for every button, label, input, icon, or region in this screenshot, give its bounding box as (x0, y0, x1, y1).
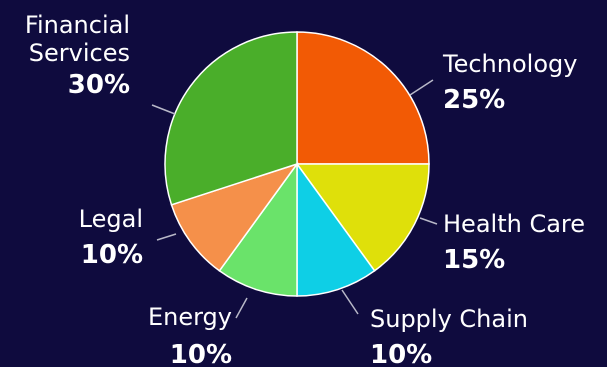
pie-slice-financial-services (164, 31, 298, 206)
pie-slices (164, 31, 430, 297)
slice-value-health-care: 15% (443, 245, 505, 275)
slice-value-supply-chain: 10% (370, 340, 432, 367)
leader-line-legal (156, 233, 177, 241)
slice-label-energy: Energy (148, 303, 232, 331)
slice-value-financial-services: 30% (68, 70, 130, 100)
slice-label-legal: Legal (79, 205, 143, 233)
leader-line-energy (235, 297, 248, 319)
pie-slice-supply-chain (296, 161, 376, 297)
slice-labels: Technology 25% Health Care 15% Supply Chain 1… (25, 11, 585, 367)
leader-lines (151, 79, 438, 319)
slice-value-legal: 10% (81, 240, 143, 270)
slice-label-health-care: Health Care (443, 210, 585, 238)
slice-label-financial-services-line-1: Financial (25, 11, 130, 39)
leader-line-health-care (419, 217, 438, 225)
pie-slice-energy (218, 161, 298, 297)
slice-label-financial-services-line-2: Services (29, 39, 130, 67)
pie-slice-health-care (295, 163, 430, 272)
leader-line-technology (409, 79, 434, 96)
slice-label-technology: Technology (442, 50, 577, 78)
leader-line-supply-chain (341, 289, 359, 315)
slice-label-supply-chain: Supply Chain (370, 305, 528, 333)
slice-value-technology: 25% (443, 85, 505, 115)
slice-value-energy: 10% (170, 340, 232, 367)
leader-line-financial-services (151, 104, 176, 115)
pie-slice-legal (170, 162, 299, 272)
pie-slice-technology (296, 31, 430, 165)
